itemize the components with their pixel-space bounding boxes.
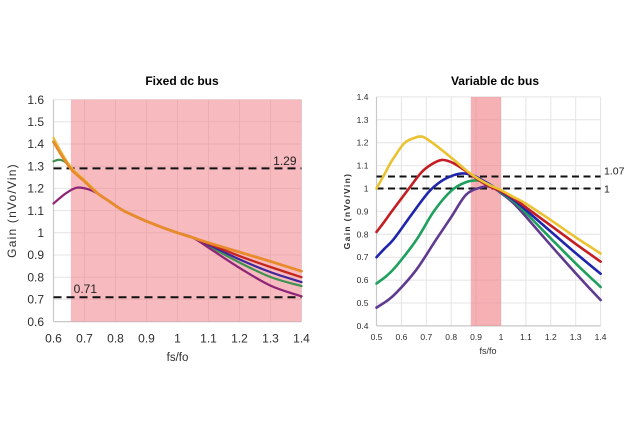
- svg-text:1.1: 1.1: [357, 161, 369, 171]
- svg-text:1.2: 1.2: [27, 182, 44, 196]
- svg-text:1.1: 1.1: [520, 332, 532, 342]
- svg-text:1.4: 1.4: [293, 332, 310, 346]
- svg-text:1.3: 1.3: [570, 332, 582, 342]
- svg-text:1.6: 1.6: [27, 93, 44, 107]
- svg-text:fs/fo: fs/fo: [479, 346, 496, 356]
- svg-text:1.07: 1.07: [604, 166, 625, 178]
- svg-text:0.8: 0.8: [27, 270, 44, 284]
- svg-text:1: 1: [37, 226, 44, 240]
- svg-text:1.4: 1.4: [595, 332, 607, 342]
- svg-text:1: 1: [174, 332, 181, 346]
- svg-text:1: 1: [604, 184, 610, 196]
- svg-text:0.9: 0.9: [27, 248, 44, 262]
- svg-text:0.5: 0.5: [371, 332, 383, 342]
- svg-text:1.3: 1.3: [27, 159, 44, 173]
- svg-text:0.6: 0.6: [395, 332, 407, 342]
- svg-text:0.4: 0.4: [357, 321, 369, 331]
- svg-text:0.6: 0.6: [357, 275, 369, 285]
- svg-text:1.4: 1.4: [357, 92, 369, 102]
- svg-text:0.9: 0.9: [357, 206, 369, 216]
- svg-text:1.2: 1.2: [231, 332, 248, 346]
- svg-text:1.2: 1.2: [357, 138, 369, 148]
- svg-text:Gain (nVo/Vin): Gain (nVo/Vin): [5, 163, 19, 258]
- svg-text:0.6: 0.6: [27, 315, 44, 329]
- svg-text:0.7: 0.7: [76, 332, 93, 346]
- svg-text:1.1: 1.1: [27, 204, 44, 218]
- svg-text:fs/fo: fs/fo: [167, 352, 189, 364]
- svg-text:1.3: 1.3: [262, 332, 279, 346]
- svg-text:0.8: 0.8: [107, 332, 124, 346]
- svg-text:1: 1: [364, 184, 369, 194]
- svg-text:1.29: 1.29: [273, 154, 297, 168]
- svg-text:1.5: 1.5: [27, 115, 44, 129]
- svg-text:1.1: 1.1: [200, 332, 217, 346]
- svg-text:Gain (nVo/Vin): Gain (nVo/Vin): [342, 173, 352, 250]
- svg-text:0.7: 0.7: [27, 293, 44, 307]
- svg-text:Variable dc bus: Variable dc bus: [451, 74, 539, 88]
- svg-text:0.8: 0.8: [357, 229, 369, 239]
- svg-text:0.5: 0.5: [357, 298, 369, 308]
- svg-text:0.7: 0.7: [357, 252, 369, 262]
- svg-text:1: 1: [499, 332, 504, 342]
- svg-text:0.8: 0.8: [445, 332, 457, 342]
- svg-text:Fixed dc bus: Fixed dc bus: [145, 74, 219, 88]
- svg-text:1.3: 1.3: [357, 115, 369, 125]
- svg-text:0.7: 0.7: [420, 332, 432, 342]
- svg-text:1.2: 1.2: [545, 332, 557, 342]
- svg-text:0.71: 0.71: [74, 282, 98, 296]
- svg-text:0.6: 0.6: [45, 332, 62, 346]
- svg-text:1.4: 1.4: [27, 137, 44, 151]
- svg-text:0.9: 0.9: [470, 332, 482, 342]
- svg-text:0.9: 0.9: [138, 332, 155, 346]
